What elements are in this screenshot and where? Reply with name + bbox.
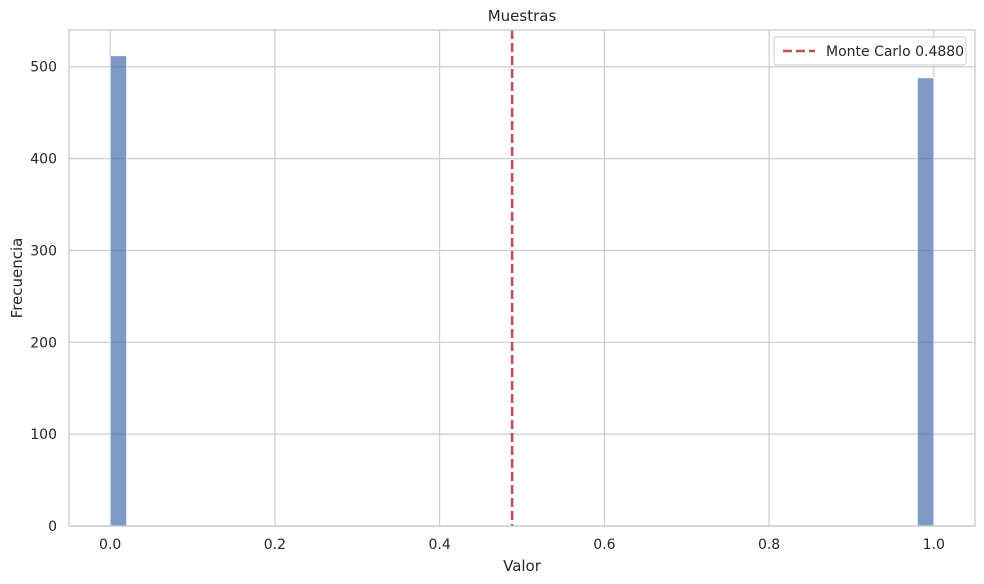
histogram-bars — [109, 55, 935, 527]
y-tick-label: 300 — [30, 243, 57, 259]
y-axis-title: Frecuencia — [8, 238, 26, 319]
legend: Monte Carlo 0.4880 — [773, 36, 967, 66]
histogram-bar — [109, 55, 128, 527]
legend-label: Monte Carlo 0.4880 — [826, 44, 964, 60]
y-tick-label: 400 — [30, 152, 57, 168]
x-tick-label: 1.0 — [923, 537, 945, 553]
x-tick-label: 0.8 — [758, 537, 780, 553]
y-tick-label: 200 — [30, 335, 57, 351]
chart-title: Muestras — [488, 7, 557, 25]
y-tick-label: 100 — [30, 427, 57, 443]
x-tick-label: 0.4 — [429, 537, 451, 553]
plot-frame — [68, 29, 976, 527]
legend-box — [773, 36, 967, 66]
y-tick-labels: 0 100 200 300 400 500 — [30, 60, 57, 535]
x-tick-labels: 0.0 0.2 0.4 0.6 0.8 1.0 — [99, 537, 945, 553]
y-tick-label: 0 — [48, 519, 57, 535]
histogram-bar — [916, 77, 935, 527]
x-tick-label: 0.0 — [99, 537, 121, 553]
y-tick-label: 500 — [30, 60, 57, 76]
x-axis-title: Valor — [503, 557, 542, 575]
x-tick-label: 0.6 — [593, 537, 615, 553]
x-tick-label: 0.2 — [264, 537, 286, 553]
